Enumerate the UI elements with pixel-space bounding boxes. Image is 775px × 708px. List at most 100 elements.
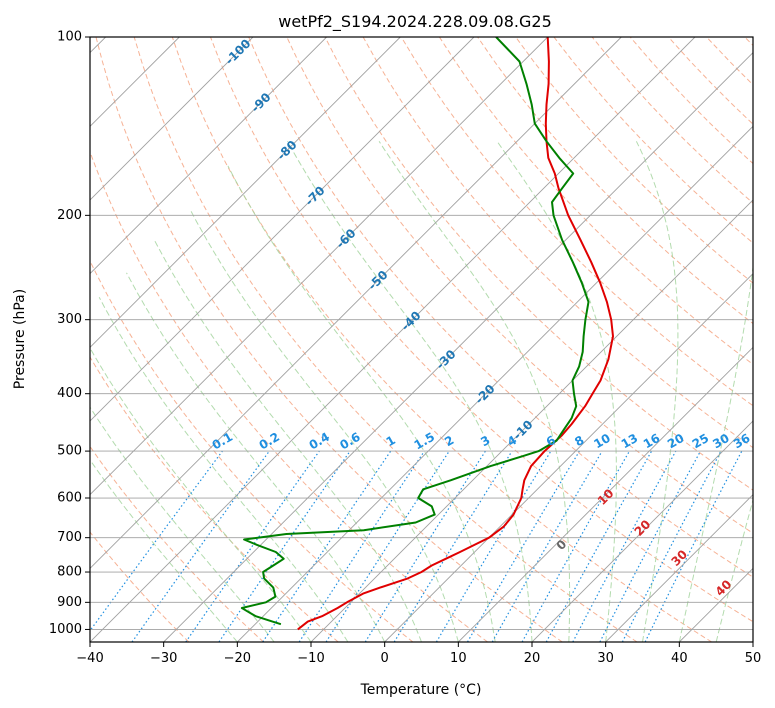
isotherm-line [752,641,753,642]
mixing-ratio-label: 0.2 [257,430,282,453]
dry-adiabat-line [706,37,753,86]
mixing-ratio-label: 0.6 [337,430,362,453]
mixing-ratio-line [621,450,722,642]
isotherm-line [531,420,753,642]
axes: −40 −30 −20 −10 0 10 20 30 40 5010020030040050060… [49,30,761,667]
mixing-ratio-line [325,450,450,642]
y-axis-label: Pressure (hPa) [12,289,28,389]
y-tick-label: 800 [57,565,82,580]
dry-adiabat-line [744,37,753,47]
dewpoint-trace [240,37,590,626]
x-tick-label: −20 [224,651,251,666]
dry-adiabat-line [90,150,488,642]
isotherm-line [90,37,696,642]
temperature-trace [297,37,614,631]
mixing-ratio-line [218,450,351,642]
dry-adiabat-line [248,37,753,578]
y-tick-label: 500 [57,444,82,459]
dry-adiabat-line [668,37,753,125]
isotherm-line [163,52,753,642]
y-tick-label: 100 [57,30,82,45]
moist-adiabat-line [378,141,571,642]
mixing-ratio-label: 0.4 [307,430,332,453]
dry-adiabat-line [171,37,712,642]
y-tick-label: 200 [57,208,82,223]
y-tick-label: 300 [57,312,82,327]
isotherm-line [90,37,622,569]
mixing-ratio-line [131,450,270,642]
mixing-ratio-line [185,450,320,642]
isotherm-line [90,37,327,275]
mixing-ratio-line [90,450,223,632]
isotherm-line [237,125,753,642]
mixing-ratio-label: 8 [572,433,586,449]
moist-adiabat-line [715,497,753,642]
mixing-ratio-label: 30 [710,431,731,451]
chart-title: wetPf2_S194.2024.228.09.08.G25 [278,12,552,32]
mixing-ratio-line [572,450,677,642]
moist-adiabat-label: 0 [554,537,570,553]
mixing-ratio-label: 1 [384,433,398,449]
dry-adiabat-line [95,37,563,642]
moist-adiabat-line [90,406,275,642]
y-tick-label: 700 [57,530,82,545]
y-tick-label: 400 [57,386,82,401]
mixing-ratio-line [298,450,425,642]
isotherm-line [90,37,254,201]
x-tick-label: −40 [76,651,103,666]
x-tick-label: −10 [297,651,324,666]
isotherm-line [384,273,753,642]
mixing-ratio-label: 2 [442,433,456,449]
dry-adiabat-line [324,37,753,491]
x-tick-label: −30 [150,651,177,666]
mixing-ratio-line [545,450,653,642]
plot-frame [89,36,754,643]
dry-adiabat-line [90,531,190,642]
mixing-ratio-label: 0.1 [210,430,235,453]
moist-adiabat-line [678,263,753,642]
x-tick-label: 40 [671,651,688,666]
moist-adiabat-line [189,208,459,642]
dry-adiabat-line [515,37,753,284]
x-tick-label: 50 [745,651,762,666]
x-axis-label: Temperature (°C) [360,682,482,698]
mixing-ratio-line [644,450,743,642]
moist-adiabat-line [227,165,496,642]
mixing-ratio-label: 20 [665,431,686,451]
isotherm-line [90,37,401,348]
x-tick-label: 0 [381,651,389,666]
dry-adiabat-line [90,445,264,642]
isotherm-line [458,346,753,642]
moist-adiabat-label: 20 [632,517,654,539]
isotherm-line [605,494,753,642]
moist-adiabat-label: 30 [668,547,690,569]
isotherm-line [90,37,475,422]
moist-adiabat-line [90,459,238,642]
mixing-ratio-line [393,450,513,642]
dry-adiabat-line [90,356,339,642]
moist-adiabat-line [635,141,679,642]
isotherm-line [310,199,753,642]
moist-adiabat-line [126,272,386,642]
mixing-ratio-label: 1.5 [412,430,437,453]
mixing-ratio-label: 3 [478,433,492,449]
dry-adiabat-line [438,37,753,366]
moist-adiabat-line [98,297,349,642]
y-tick-label: 1000 [49,622,82,637]
mixing-ratio-label: 16 [641,431,662,451]
y-tick-label: 900 [57,595,82,610]
dry-adiabat-line [90,259,414,642]
moist-adiabat-label: 40 [713,577,735,599]
isotherm-line [679,567,753,642]
moist-adiabat-line [153,239,422,642]
isotherm-line [90,37,548,496]
moist-adiabat-line [90,347,312,642]
mixing-ratio-line [262,450,392,642]
dry-adiabat-line [133,37,638,642]
mixing-ratio-label: 10 [591,431,612,451]
x-tick-label: 20 [524,651,541,666]
x-tick-label: 30 [597,651,614,666]
dry-adiabat-line [210,37,753,623]
